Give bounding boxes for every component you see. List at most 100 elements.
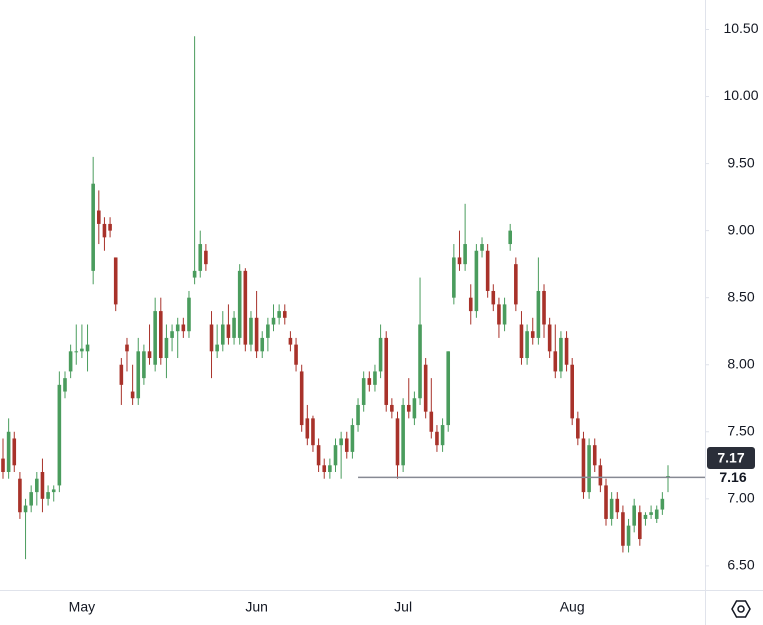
candle-body	[384, 337, 389, 405]
candle-body	[350, 425, 355, 452]
candle-body	[406, 404, 411, 412]
candle-body	[237, 270, 242, 338]
candle-body	[57, 384, 62, 486]
candle-body	[525, 331, 529, 359]
candle-body	[142, 351, 146, 379]
candle-body	[485, 250, 490, 291]
candle-body	[260, 337, 265, 352]
candle-body	[429, 411, 434, 432]
candle-body	[198, 244, 203, 271]
candle-body	[344, 438, 349, 452]
candle-body	[249, 317, 253, 345]
candle-body	[649, 512, 653, 515]
candle-body	[339, 438, 343, 446]
candle-body	[299, 371, 304, 426]
candle-body	[113, 257, 118, 305]
candle-body	[63, 378, 67, 392]
candle-body	[187, 297, 191, 332]
candle-body	[621, 512, 625, 546]
candle-body	[277, 311, 281, 318]
candle-body	[181, 324, 186, 332]
candle-body	[35, 478, 39, 493]
candle-body	[266, 324, 270, 338]
candle-body	[547, 324, 552, 352]
candle-body	[564, 337, 569, 365]
candle-body	[322, 465, 327, 472]
candle-body	[18, 478, 22, 513]
candle-body	[553, 351, 558, 372]
candle-body	[395, 418, 400, 466]
candle-body	[654, 509, 659, 519]
candle-body	[305, 418, 310, 439]
candle-body	[243, 270, 248, 345]
candle-body	[457, 257, 462, 265]
candle-body	[40, 472, 45, 499]
candle-body	[46, 492, 50, 499]
candle-body	[220, 324, 225, 345]
candle-body	[632, 505, 636, 526]
candle-body	[147, 351, 152, 359]
candle-body	[530, 331, 535, 338]
candle-body	[80, 348, 84, 352]
candle-body	[542, 290, 546, 325]
candle-body	[609, 498, 614, 519]
candle-body	[581, 438, 586, 493]
candle-body	[175, 324, 180, 332]
candle-body	[508, 230, 513, 245]
candle-body	[102, 223, 107, 238]
candle-body	[587, 445, 591, 493]
settings-button[interactable]	[731, 600, 751, 618]
y-tick-label: 7.00	[727, 490, 754, 506]
candle-body	[418, 324, 422, 399]
candle-body	[68, 351, 73, 372]
x-tick-label: May	[69, 599, 95, 615]
candle-body	[559, 337, 563, 372]
candle-body	[204, 250, 208, 265]
candle-body	[390, 404, 394, 412]
candle-body	[536, 290, 541, 338]
candle-body	[378, 337, 383, 372]
candle-body	[192, 270, 197, 278]
candle-body	[209, 324, 214, 352]
candle-body	[592, 445, 597, 466]
candle-body	[254, 317, 259, 352]
candle-body	[514, 264, 518, 305]
hline-label-bg	[706, 467, 763, 488]
y-tick-label: 7.50	[727, 422, 754, 438]
candle-body	[215, 344, 219, 352]
last-price-label: 7.17	[717, 450, 744, 466]
candle-body	[316, 445, 321, 466]
candle-body	[328, 465, 332, 472]
candle-body	[401, 404, 405, 466]
candle-body	[108, 223, 112, 231]
y-tick-label: 9.50	[727, 154, 754, 170]
settings-icon-dot	[737, 605, 745, 613]
candle-body	[226, 324, 231, 338]
candle-body	[158, 311, 163, 359]
y-tick-label: 8.50	[727, 288, 754, 304]
candle-body	[97, 210, 101, 224]
candle-body	[74, 351, 79, 353]
candle-body	[446, 351, 451, 426]
y-tick-label: 10.00	[723, 87, 758, 103]
candle-body	[125, 344, 129, 352]
candle-body	[170, 331, 174, 338]
candle-body	[638, 512, 642, 540]
candle-body	[232, 317, 236, 338]
candle-body	[282, 311, 287, 318]
candle-body	[604, 485, 608, 519]
candle-body	[1, 458, 5, 472]
candle-body	[12, 438, 17, 466]
candle-body	[6, 431, 11, 472]
candle-body	[367, 378, 372, 385]
x-tick-label: Aug	[560, 599, 585, 615]
candle-body	[294, 344, 298, 365]
candle-body	[474, 250, 479, 312]
candle-body	[373, 371, 377, 385]
candle-body	[361, 378, 366, 405]
candle-body	[497, 304, 501, 325]
candle-body	[153, 311, 157, 365]
candle-body	[164, 337, 169, 359]
